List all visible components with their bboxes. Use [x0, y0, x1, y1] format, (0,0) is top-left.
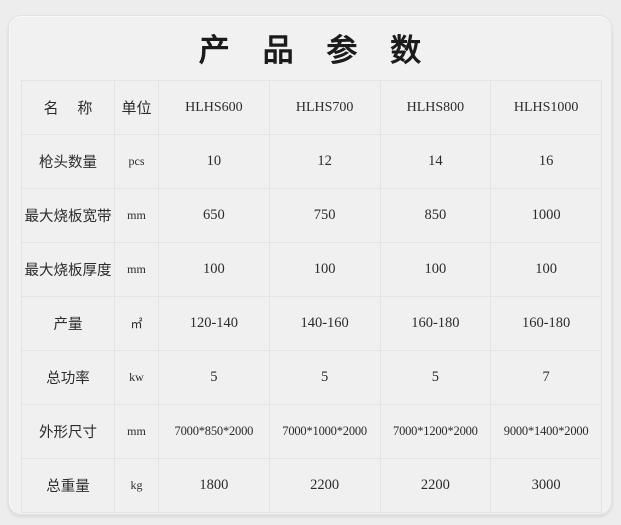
header-cell-unit: 单位	[114, 80, 159, 135]
row-value-3: 2200	[379, 458, 492, 513]
row-value-1: 1800	[158, 458, 270, 513]
row-unit: ㎡	[114, 296, 159, 351]
row-value-2: 140-160	[268, 296, 381, 351]
header-cell-name: 名 称	[21, 80, 115, 135]
table-row: 最大烧板宽带 mm 650 750 850 1000	[21, 188, 602, 243]
row-label: 最大烧板宽带	[21, 188, 115, 243]
table-body: 枪头数量 pcs 10 12 14 16 最大烧板宽带 mm 650 750 8…	[21, 134, 602, 513]
row-value-4: 1000	[490, 188, 602, 243]
row-value-4: 7	[490, 350, 602, 405]
row-value-3: 160-180	[379, 296, 492, 351]
row-label: 总重量	[21, 458, 115, 513]
table-header-row: 名 称 单位 HLHS600 HLHS700 HLHS800 HLHS1000	[21, 80, 602, 135]
row-unit: mm	[114, 242, 159, 297]
row-value-2: 12	[268, 134, 381, 189]
row-value-1: 7000*850*2000	[158, 404, 270, 459]
row-value-1: 650	[158, 188, 270, 243]
product-spec-panel: 产 品 参 数 名 称 单位 HLHS600 HLHS700 HLHS800 H…	[8, 15, 612, 515]
header-cell-model-3: HLHS800	[379, 80, 492, 135]
row-label: 总功率	[21, 350, 115, 405]
row-value-3: 14	[379, 134, 492, 189]
table-header: 名 称 单位 HLHS600 HLHS700 HLHS800 HLHS1000	[21, 80, 602, 135]
row-unit: mm	[114, 404, 159, 459]
row-value-2: 750	[268, 188, 381, 243]
row-value-3: 7000*1200*2000	[379, 404, 492, 459]
row-value-2: 5	[268, 350, 381, 405]
row-value-2: 100	[268, 242, 381, 297]
spec-table-container: 名 称 单位 HLHS600 HLHS700 HLHS800 HLHS1000 …	[21, 80, 602, 513]
header-cell-model-1: HLHS600	[158, 80, 270, 135]
header-cell-model-2: HLHS700	[268, 80, 381, 135]
row-value-3: 850	[379, 188, 492, 243]
table-row: 最大烧板厚度 mm 100 100 100 100	[21, 242, 602, 297]
row-unit: pcs	[114, 134, 159, 189]
row-value-1: 120-140	[158, 296, 270, 351]
row-value-1: 5	[158, 350, 270, 405]
row-value-2: 2200	[268, 458, 381, 513]
row-value-1: 100	[158, 242, 270, 297]
row-value-1: 10	[158, 134, 270, 189]
table-row: 总功率 kw 5 5 5 7	[21, 350, 602, 405]
row-value-4: 160-180	[490, 296, 602, 351]
row-unit: mm	[114, 188, 159, 243]
row-label: 枪头数量	[21, 134, 115, 189]
row-label: 产量	[21, 296, 115, 351]
table-row: 枪头数量 pcs 10 12 14 16	[21, 134, 602, 189]
row-value-4: 16	[490, 134, 602, 189]
row-unit: kw	[114, 350, 159, 405]
row-value-2: 7000*1000*2000	[268, 404, 381, 459]
row-value-4: 9000*1400*2000	[490, 404, 602, 459]
row-label: 外形尺寸	[21, 404, 115, 459]
table-row: 外形尺寸 mm 7000*850*2000 7000*1000*2000 700…	[21, 404, 602, 459]
row-value-3: 5	[379, 350, 492, 405]
row-unit: kg	[114, 458, 159, 513]
table-row: 总重量 kg 1800 2200 2200 3000	[21, 458, 602, 513]
row-value-3: 100	[379, 242, 492, 297]
header-cell-model-4: HLHS1000	[490, 80, 602, 135]
row-value-4: 3000	[490, 458, 602, 513]
row-value-4: 100	[490, 242, 602, 297]
page-title: 产 品 参 数	[198, 33, 433, 69]
table-row: 产量 ㎡ 120-140 140-160 160-180 160-180	[21, 296, 602, 351]
row-label: 最大烧板厚度	[21, 242, 115, 297]
product-parameters-table: 名 称 单位 HLHS600 HLHS700 HLHS800 HLHS1000 …	[21, 80, 602, 513]
